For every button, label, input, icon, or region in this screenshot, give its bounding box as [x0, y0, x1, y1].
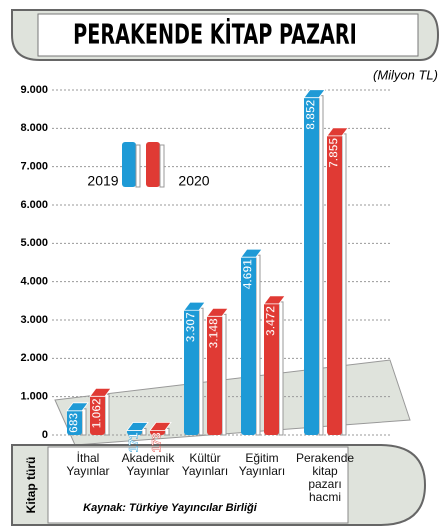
bar: [207, 314, 222, 435]
x-tick-label: İthal Yayınlar: [66, 451, 110, 478]
bar-side: [198, 307, 204, 436]
value-label: 3.148: [207, 318, 221, 348]
y-tick-label: 4.000: [20, 276, 48, 288]
y-tick-label: 0: [42, 429, 48, 441]
x-tick-label: Eğitim Yayınları: [238, 451, 286, 478]
value-label: 683: [67, 413, 81, 433]
legend-swatch: [122, 142, 136, 187]
bar-side: [221, 313, 227, 436]
y-tick-label: 3.000: [20, 314, 48, 326]
bar: [304, 95, 319, 435]
value-label: 3.472: [264, 306, 278, 336]
y-tick-label: 1.000: [20, 391, 48, 403]
bar: [67, 408, 82, 435]
value-label: 7.855: [327, 138, 341, 168]
source: Kaynak: Türkiye Yayıncılar Birliği: [83, 502, 258, 514]
bar-cap: [66, 402, 89, 412]
legend-label: 2020: [178, 173, 209, 189]
title-box: [37, 13, 419, 57]
bar-cap: [183, 301, 206, 311]
value-label: 8.852: [304, 99, 318, 129]
legend-swatch: [146, 142, 160, 187]
bar-cap: [126, 422, 149, 431]
y-tick-label: 2.000: [20, 352, 48, 364]
unit-label: (Milyon TL): [373, 67, 438, 82]
legend-swatch-side: [159, 144, 165, 188]
value-label: 4.691: [241, 259, 255, 289]
x-axis-label: Kitap türü: [24, 457, 38, 514]
bar: [90, 394, 105, 435]
bar: [184, 308, 199, 435]
label-area: [47, 446, 349, 524]
bar-cap: [149, 421, 172, 431]
bar-side: [81, 408, 87, 436]
x-tick-label: Kültür Yayınları: [181, 451, 229, 478]
bar-cap: [206, 307, 229, 317]
bar-side: [278, 301, 284, 436]
bar-cap: [263, 295, 286, 305]
value-label: 171: [127, 432, 141, 452]
bar-cap: [326, 127, 349, 137]
bar-cap: [89, 387, 112, 397]
bar-cap: [303, 89, 326, 99]
chart-title: PERAKENDE KİTAP PAZARI: [73, 18, 357, 51]
value-label: 3.307: [184, 312, 198, 342]
bar-side: [318, 95, 324, 436]
legend-label: 2019: [87, 173, 118, 189]
value-label: 173: [150, 432, 164, 452]
bar-side: [255, 254, 261, 436]
legend-swatch-side: [135, 144, 141, 188]
y-tick-label: 8.000: [20, 122, 48, 134]
y-tick-label: 5.000: [20, 237, 48, 249]
bar-side: [341, 133, 347, 436]
y-tick-label: 9.000: [20, 84, 48, 96]
bar: [264, 301, 279, 435]
value-label: 1.062: [90, 398, 104, 428]
bar-side: [104, 393, 110, 436]
bar: [241, 255, 256, 435]
y-tick-label: 7.000: [20, 161, 48, 173]
x-tick-label: Akademik Yayınlar: [121, 451, 175, 478]
bar: [327, 133, 342, 435]
bar-cap: [240, 248, 263, 258]
x-tick-label: Perakende kitap pazarı hacmi: [296, 451, 355, 504]
y-tick-label: 6.000: [20, 199, 48, 211]
